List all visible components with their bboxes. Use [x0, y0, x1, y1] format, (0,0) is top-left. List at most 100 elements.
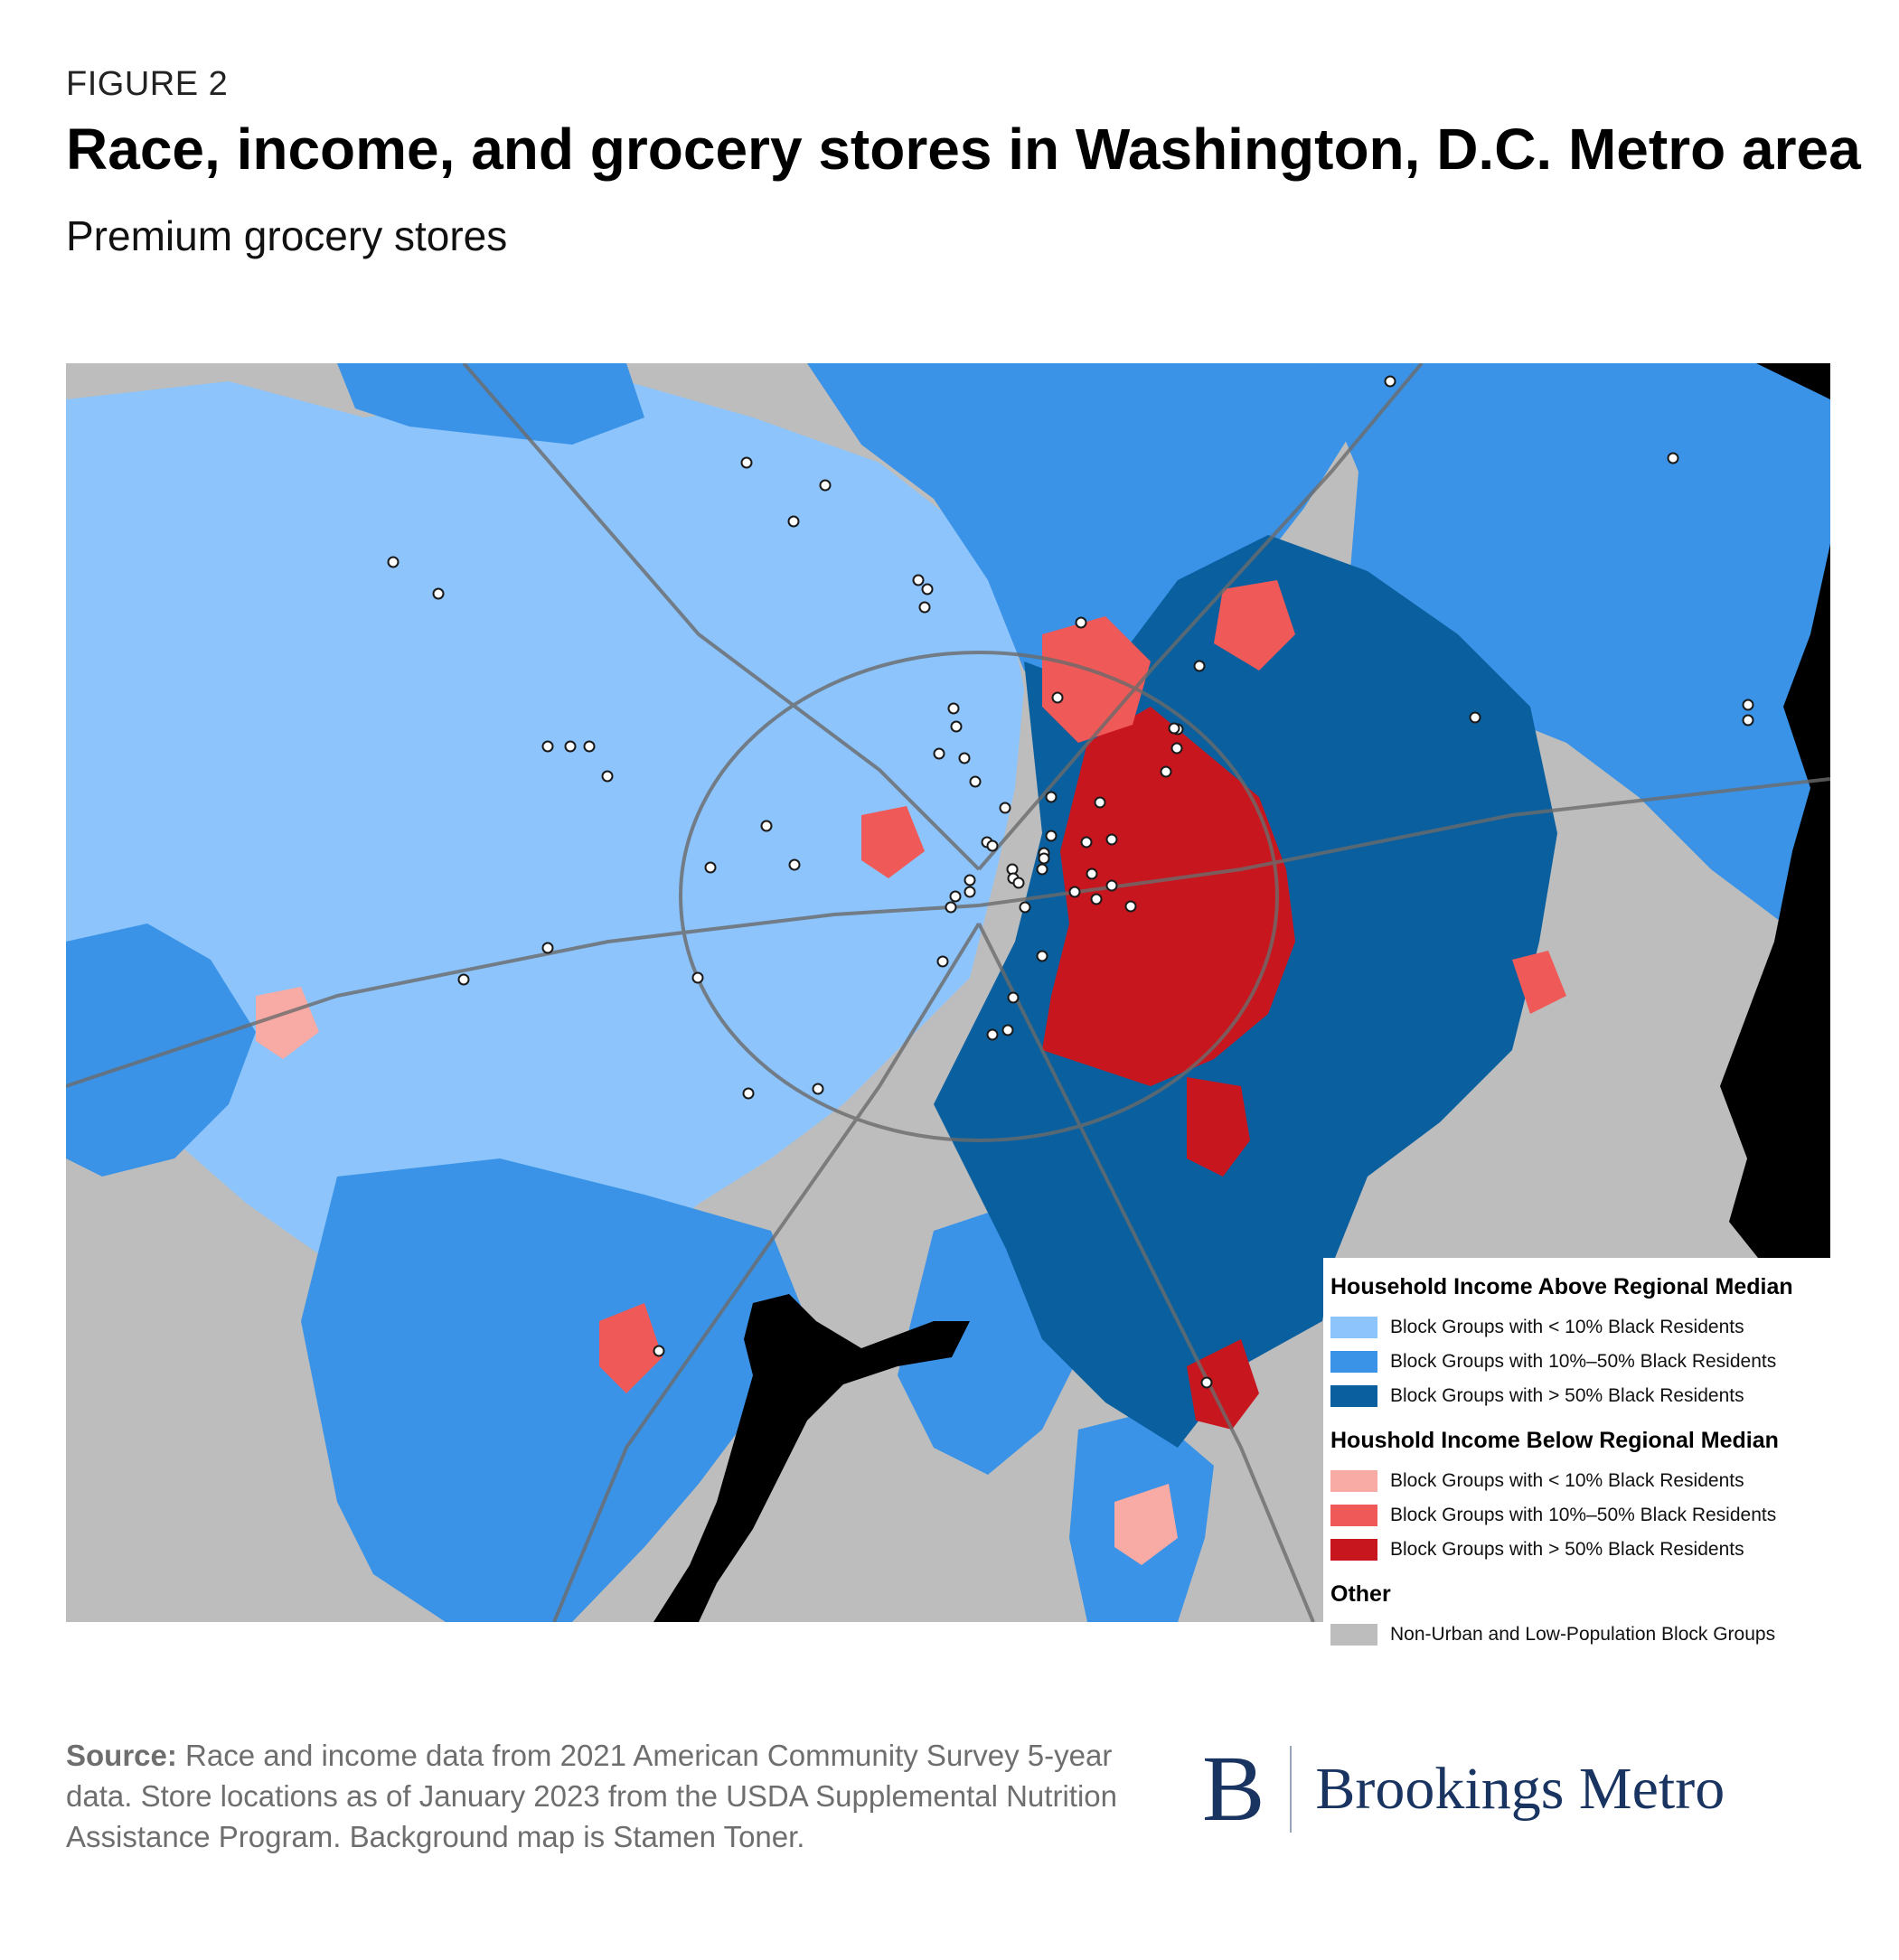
legend-item: Block Groups with > 50% Black Residents	[1330, 1533, 1830, 1567]
store-marker	[1038, 852, 1050, 865]
store-marker	[986, 839, 999, 852]
store-marker	[964, 886, 976, 898]
store-marker	[947, 702, 960, 715]
legend-item: Block Groups with > 50% Black Residents	[1330, 1379, 1830, 1413]
legend-swatch	[1330, 1539, 1377, 1561]
figure-label: FIGURE 2	[66, 65, 229, 103]
store-marker	[933, 747, 945, 760]
legend-label: Non-Urban and Low-Population Block Group…	[1390, 1624, 1776, 1645]
legend-label: Block Groups with 10%–50% Black Resident…	[1390, 1505, 1777, 1525]
store-marker	[1036, 950, 1048, 962]
store-marker	[760, 820, 773, 832]
source-note: Source: Race and income data from 2021 A…	[66, 1735, 1142, 1857]
store-marker	[1469, 711, 1481, 724]
store-marker	[958, 752, 971, 764]
store-marker	[1007, 991, 1020, 1004]
legend-swatch	[1330, 1317, 1377, 1338]
legend-swatch	[1330, 1470, 1377, 1492]
legend-item: Block Groups with 10%–50% Black Resident…	[1330, 1345, 1830, 1379]
legend-swatch	[1330, 1385, 1377, 1407]
region-above-10-50-southwest	[301, 1158, 807, 1622]
legend-swatch	[1330, 1351, 1377, 1373]
region-below-10-50-alexandria	[861, 806, 925, 878]
store-marker	[704, 861, 717, 874]
store-marker	[1094, 796, 1106, 809]
store-marker	[950, 720, 963, 733]
store-marker	[1086, 867, 1098, 880]
map-subtitle: Premium grocery stores	[66, 212, 508, 259]
highway-network	[66, 363, 1830, 1622]
store-marker	[788, 858, 801, 871]
legend-heading-other: Other	[1330, 1581, 1391, 1607]
region-above-10-50-northeast	[807, 363, 1349, 698]
store-marker	[912, 574, 925, 586]
store-markers	[387, 375, 1754, 1389]
region-below-10-50-woodbridge	[599, 1303, 663, 1393]
logo-divider	[1290, 1746, 1293, 1833]
region-below-lt10-south	[1114, 1484, 1178, 1565]
legend-label: Block Groups with > 50% Black Residents	[1390, 1539, 1744, 1560]
region-below-10-50-east-patch	[1512, 951, 1566, 1014]
store-marker	[787, 515, 800, 528]
store-marker	[1019, 901, 1031, 914]
store-marker	[1742, 714, 1754, 727]
region-below-gt50-south-patch	[1187, 1077, 1250, 1177]
store-marker	[541, 740, 554, 753]
legend-label: Block Groups with < 10% Black Residents	[1390, 1470, 1744, 1491]
store-marker	[1080, 836, 1093, 849]
store-marker	[1742, 699, 1754, 711]
store-marker	[1384, 375, 1396, 388]
store-marker	[949, 890, 962, 903]
store-marker	[999, 802, 1011, 814]
store-marker	[945, 901, 957, 914]
legend-heading-below: Houshold Income Below Regional Median	[1330, 1428, 1779, 1453]
store-marker	[1200, 1376, 1213, 1389]
legend-swatch	[1330, 1505, 1377, 1526]
region-above-10-50-north	[337, 363, 644, 445]
store-marker	[1036, 863, 1048, 876]
store-marker	[1090, 893, 1103, 905]
store-marker	[457, 973, 470, 986]
region-below-10-50-central	[1042, 616, 1151, 743]
legend-item: Block Groups with 10%–50% Black Resident…	[1330, 1498, 1830, 1533]
store-marker	[564, 740, 577, 753]
store-marker	[936, 955, 949, 968]
region-above-10-50-west-patch	[66, 924, 256, 1177]
legend-label: Block Groups with < 10% Black Residents	[1390, 1317, 1744, 1337]
legend-label: Block Groups with 10%–50% Black Resident…	[1390, 1351, 1777, 1372]
map-title: Race, income, and grocery stores in Wash…	[66, 117, 1861, 182]
store-marker	[918, 601, 931, 614]
store-marker	[740, 456, 753, 469]
store-marker	[1012, 877, 1025, 889]
store-marker	[1045, 791, 1058, 803]
source-label: Source:	[66, 1739, 177, 1772]
region-above-lt10-west	[66, 381, 1024, 1321]
store-marker	[819, 479, 832, 492]
store-marker	[1051, 691, 1064, 704]
store-marker	[969, 775, 982, 788]
map-legend: Household Income Above Regional Median B…	[1323, 1258, 1830, 1646]
legend-heading-above: Household Income Above Regional Median	[1330, 1274, 1793, 1299]
region-below-10-50-northeast	[1214, 580, 1295, 671]
legend-item: Block Groups with < 10% Black Residents	[1330, 1464, 1830, 1498]
logo-letter: B	[1202, 1737, 1265, 1841]
store-marker	[1045, 830, 1058, 842]
choropleth-map	[66, 363, 1830, 1622]
store-marker	[1001, 1024, 1014, 1036]
legend-item: Non-Urban and Low-Population Block Group…	[1330, 1618, 1830, 1652]
store-marker	[601, 770, 614, 783]
store-marker	[1160, 765, 1172, 778]
region-above-10-50-east	[1313, 363, 1830, 924]
store-marker	[1075, 616, 1087, 629]
store-marker	[812, 1083, 824, 1095]
logo-name: Brookings Metro	[1315, 1756, 1725, 1822]
store-marker	[964, 874, 976, 886]
legend-label: Block Groups with > 50% Black Residents	[1390, 1385, 1744, 1406]
water-potomac	[653, 1294, 970, 1622]
store-marker	[583, 740, 596, 753]
store-marker	[1068, 886, 1081, 898]
water-chesapeake	[1720, 363, 1830, 1271]
legend-item: Block Groups with < 10% Black Residents	[1330, 1310, 1830, 1345]
store-marker	[1667, 452, 1679, 464]
region-below-lt10-west-patch	[256, 987, 319, 1059]
